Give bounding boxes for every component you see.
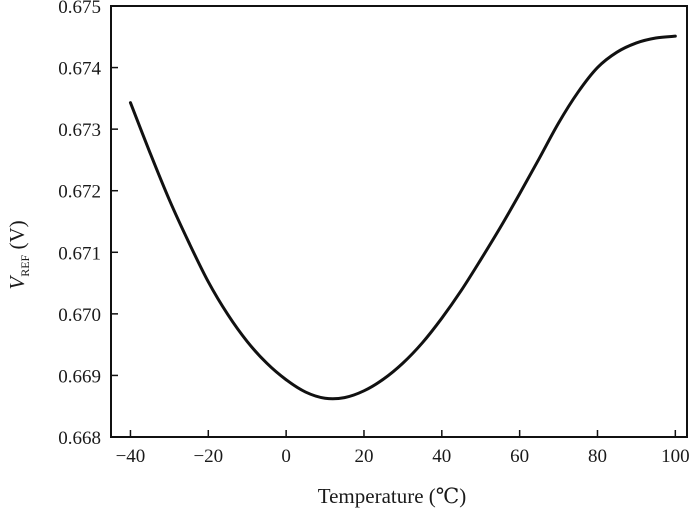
- y-axis-title: VREF (V): [5, 220, 32, 289]
- x-axis-title: Temperature (℃): [318, 484, 467, 508]
- y-tick-label: 0.668: [58, 428, 101, 449]
- x-tick-label: 80: [588, 446, 607, 467]
- y-axis-title-symbol: V: [5, 275, 29, 290]
- y-tick-label: 0.669: [58, 366, 101, 387]
- y-tick-label: 0.675: [58, 0, 101, 18]
- y-axis-title-subscript: REF: [18, 254, 32, 276]
- x-tick-label: 20: [354, 446, 373, 467]
- y-axis-title-unit: (V): [5, 220, 29, 254]
- x-tick-label: 0: [281, 446, 291, 467]
- series-line: [128, 34, 677, 401]
- plot-frame: [110, 5, 688, 438]
- y-tick-label: 0.672: [58, 182, 101, 203]
- x-tick-label: 60: [510, 446, 529, 467]
- x-tick-label: −40: [116, 446, 146, 467]
- x-tick-label: −20: [193, 446, 223, 467]
- plot-area: [110, 5, 688, 438]
- y-tick-label: 0.671: [58, 243, 101, 264]
- y-tick-label: 0.670: [58, 305, 101, 326]
- x-tick-label: 40: [432, 446, 451, 467]
- y-tick-label: 0.674: [58, 59, 101, 80]
- y-axis: 0.668 0.669 0.670 0.671 0.672 0.673 0.674 0.675: [58, 0, 118, 449]
- x-axis: −40 −20 0 20 40 60 80 100: [116, 430, 690, 467]
- series-layer: [128, 34, 677, 401]
- x-tick-label: 100: [661, 446, 690, 467]
- y-tick-label: 0.673: [58, 120, 101, 141]
